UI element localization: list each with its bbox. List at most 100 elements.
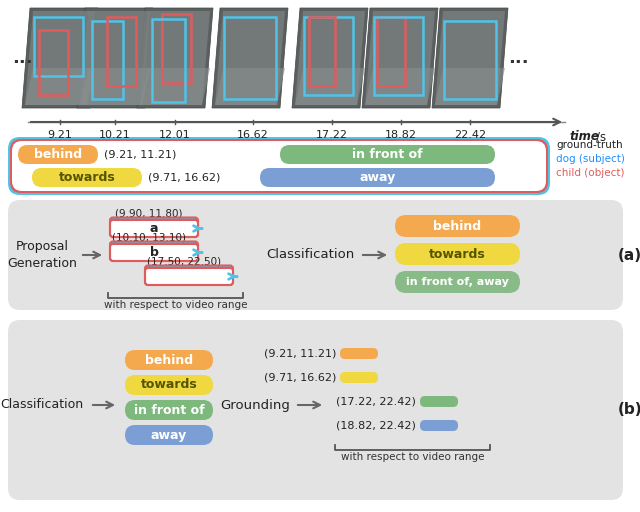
FancyBboxPatch shape (145, 266, 233, 279)
Text: 10.21: 10.21 (99, 130, 131, 140)
FancyBboxPatch shape (8, 320, 623, 500)
Polygon shape (295, 11, 365, 105)
Text: (17.50, 22.50): (17.50, 22.50) (147, 256, 221, 266)
Text: Classification: Classification (1, 398, 84, 412)
FancyBboxPatch shape (110, 218, 198, 231)
Text: towards: towards (59, 171, 115, 184)
Polygon shape (432, 8, 508, 108)
Polygon shape (80, 68, 150, 105)
Polygon shape (292, 8, 368, 108)
Text: behind: behind (433, 220, 481, 232)
FancyBboxPatch shape (18, 145, 98, 164)
Polygon shape (212, 8, 288, 108)
Text: with respect to video range: with respect to video range (104, 300, 247, 310)
Bar (374, 16, 424, 95)
Text: away: away (360, 171, 396, 184)
Text: /s: /s (596, 130, 606, 143)
FancyBboxPatch shape (340, 372, 378, 383)
Polygon shape (435, 68, 505, 105)
Bar (376, 16, 405, 86)
Text: (17.22, 22.42): (17.22, 22.42) (336, 396, 416, 407)
Text: (9.71, 16.62): (9.71, 16.62) (148, 173, 220, 182)
Text: time: time (570, 130, 600, 143)
Text: with respect to video range: with respect to video range (340, 452, 484, 462)
Polygon shape (435, 11, 505, 105)
Polygon shape (140, 68, 210, 105)
Text: in front of: in front of (352, 148, 423, 161)
FancyBboxPatch shape (260, 168, 495, 187)
Polygon shape (365, 68, 435, 105)
Bar (92, 21, 123, 99)
Text: (9.21, 11.21): (9.21, 11.21) (104, 150, 177, 160)
FancyBboxPatch shape (125, 400, 213, 420)
Text: (b): (b) (618, 402, 640, 417)
Text: 12.01: 12.01 (159, 130, 191, 140)
Text: in front of, away: in front of, away (406, 277, 509, 287)
FancyBboxPatch shape (10, 139, 548, 193)
Bar (39, 30, 68, 95)
FancyBboxPatch shape (125, 425, 213, 445)
Polygon shape (25, 68, 95, 105)
Text: 9.21: 9.21 (47, 130, 72, 140)
Polygon shape (215, 68, 285, 105)
Text: away: away (151, 429, 187, 441)
FancyBboxPatch shape (395, 271, 520, 293)
Bar (108, 16, 136, 86)
FancyBboxPatch shape (12, 141, 546, 191)
Text: Grounding: Grounding (220, 398, 290, 412)
Bar (34, 16, 83, 76)
Text: (9.90, 11.80): (9.90, 11.80) (115, 208, 183, 218)
Text: behind: behind (34, 148, 82, 161)
Text: (9.71, 16.62): (9.71, 16.62) (264, 373, 336, 382)
Text: (10.10, 13.10): (10.10, 13.10) (112, 232, 186, 242)
Text: towards: towards (429, 247, 486, 261)
Bar (152, 19, 186, 102)
Bar (309, 16, 335, 86)
FancyBboxPatch shape (125, 350, 213, 370)
FancyBboxPatch shape (395, 243, 520, 265)
Bar (224, 16, 276, 99)
FancyBboxPatch shape (420, 396, 458, 407)
Text: child (object): child (object) (556, 168, 625, 178)
Text: Proposal
Generation: Proposal Generation (7, 240, 77, 270)
Text: (9.21, 11.21): (9.21, 11.21) (264, 349, 336, 358)
Text: 22.42: 22.42 (454, 130, 486, 140)
Bar (162, 14, 191, 83)
Polygon shape (137, 8, 213, 108)
FancyBboxPatch shape (340, 348, 378, 359)
Text: Classification: Classification (266, 248, 354, 262)
Text: in front of: in front of (134, 403, 204, 416)
Text: behind: behind (145, 353, 193, 367)
Text: 18.82: 18.82 (385, 130, 417, 140)
Polygon shape (80, 11, 150, 105)
Text: towards: towards (141, 378, 197, 392)
Text: ...: ... (508, 49, 528, 67)
Text: ground-truth: ground-truth (556, 140, 623, 150)
FancyBboxPatch shape (8, 200, 623, 310)
Text: a: a (150, 222, 158, 235)
Text: ...: ... (12, 49, 32, 67)
FancyBboxPatch shape (110, 244, 198, 261)
Bar (304, 16, 353, 95)
FancyBboxPatch shape (8, 137, 550, 195)
Polygon shape (22, 8, 98, 108)
FancyBboxPatch shape (420, 420, 458, 431)
Polygon shape (25, 11, 95, 105)
Text: 16.62: 16.62 (237, 130, 269, 140)
Text: 17.22: 17.22 (316, 130, 348, 140)
Polygon shape (77, 8, 153, 108)
Polygon shape (140, 11, 210, 105)
Polygon shape (365, 11, 435, 105)
FancyBboxPatch shape (145, 268, 233, 285)
Bar (444, 21, 496, 99)
FancyBboxPatch shape (125, 375, 213, 395)
FancyBboxPatch shape (280, 145, 495, 164)
Text: dog (subject): dog (subject) (556, 154, 625, 164)
FancyBboxPatch shape (110, 220, 198, 237)
Text: b: b (150, 246, 159, 259)
Text: (a): (a) (618, 247, 640, 263)
FancyBboxPatch shape (395, 215, 520, 237)
Text: (18.82, 22.42): (18.82, 22.42) (336, 420, 416, 431)
Polygon shape (295, 68, 365, 105)
Polygon shape (362, 8, 438, 108)
